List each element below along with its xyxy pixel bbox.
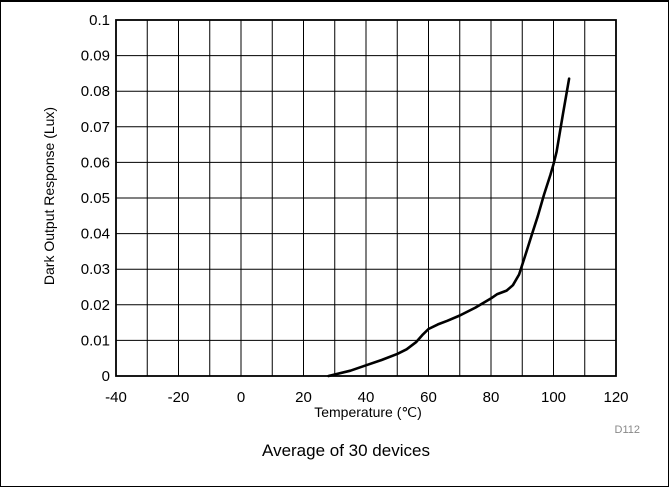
y-tick-label: 0.09 [81,48,110,65]
y-tick-label: 0.05 [81,190,110,207]
y-tick-label: 0.08 [81,83,110,100]
x-tick-label: 120 [603,389,628,406]
x-tick-label: 40 [358,389,375,406]
top-rule [0,0,669,2]
grid [115,19,617,377]
y-tick-label: 0.01 [81,332,110,349]
x-tick-label: 100 [541,389,566,406]
y-tick-label: 0.07 [81,119,110,136]
x-tick-label: 80 [483,389,500,406]
x-tick-label: 20 [295,389,312,406]
y-tick-label: 0.04 [81,226,110,243]
x-tick-labels: -40 -20 0 20 40 60 80 100 120 [105,389,628,406]
x-tick-label: -40 [105,389,127,406]
x-tick-label: 0 [237,389,245,406]
y-tick-label: 0.02 [81,297,110,314]
x-tick-label: -20 [168,389,190,406]
plot-area-border [115,19,617,377]
series-line [327,77,571,378]
figure-id: D112 [615,424,640,436]
caption: Average of 30 devices [262,441,430,460]
y-tick-label: 0.03 [81,261,110,278]
y-tick-label: 0 [102,368,110,385]
y-tick-labels: 0 0.01 0.02 0.03 0.04 0.05 0.06 0.07 0.08 0.09 0.1 [81,12,110,385]
y-tick-label: 0.1 [89,12,110,29]
y-tick-label: 0.06 [81,154,110,171]
y-axis-title: Dark Output Response (Lux) [41,107,57,285]
x-axis-title: Temperature (℃) [314,404,422,420]
x-tick-label: 60 [420,389,437,406]
